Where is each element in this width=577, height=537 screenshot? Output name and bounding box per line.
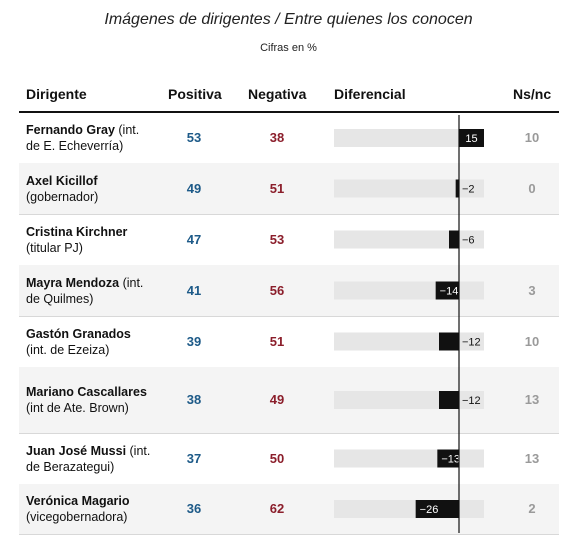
dirigente-name: Fernando Gray (int. de E. Echeverría) [26, 122, 154, 154]
negativa-value: 56 [269, 282, 285, 298]
dirigente-bold-name: Mariano Cascallares [26, 385, 147, 399]
dirigente-detail: (gobernador) [26, 190, 99, 204]
diferencial-track [334, 179, 484, 198]
positiva-value: 41 [186, 282, 202, 298]
negativa-value: 50 [269, 450, 285, 466]
header-diferencial: Diferencial [334, 86, 406, 102]
nsnc-value: 3 [528, 282, 536, 298]
diferencial-track [334, 449, 484, 468]
diferencial-label: 15 [465, 133, 477, 145]
dirigente-name: Juan José Mussi (int. de Berazategui) [26, 443, 154, 475]
dirigente-name: Mariano Cascallares (int de Ate. Brown) [26, 384, 154, 416]
diferencial-label: −6 [462, 235, 475, 247]
dirigente-bold-name: Fernando Gray [26, 123, 115, 137]
negativa-value: 51 [269, 180, 285, 196]
dirigente-bold-name: Cristina Kirchner [26, 225, 128, 239]
positiva-value: 47 [186, 231, 202, 247]
diferencial-label: −12 [462, 337, 481, 349]
positiva-value: 36 [186, 501, 202, 516]
dirigente-detail: (titular PJ) [26, 241, 83, 255]
diferencial-track [334, 500, 484, 518]
dirigente-detail: (int de Ate. Brown) [26, 401, 129, 415]
positiva-value: 53 [186, 130, 202, 145]
diferencial-track [334, 129, 484, 147]
chart-subtitle: Cifras en % [260, 42, 317, 54]
diferencial-bar [439, 332, 459, 351]
header-positiva: Positiva [168, 86, 222, 102]
diferencial-bar [439, 391, 459, 409]
diferencial-label: −14 [440, 286, 459, 298]
diferencial-bar [455, 179, 459, 198]
dirigente-bold-name: Mayra Mendoza [26, 276, 120, 290]
dirigente-name: Mayra Mendoza (int. de Quilmes) [26, 275, 154, 307]
diferencial-bar [459, 129, 484, 147]
nsnc-value: 13 [524, 450, 540, 466]
negativa-value: 51 [269, 333, 285, 349]
dirigente-detail: (vicegobernadora) [26, 510, 128, 524]
positiva-value: 37 [186, 450, 202, 466]
header-nsnc: Ns/nc [513, 86, 552, 102]
dirigente-detail: (int. de Quilmes) [26, 276, 144, 306]
diferencial-bar [449, 230, 459, 249]
dirigente-bold-name: Gastón Granados [26, 327, 131, 341]
diferencial-label: −2 [462, 184, 475, 196]
negativa-value: 62 [269, 501, 285, 516]
header-negativa: Negativa [248, 86, 307, 102]
dirigente-name: Axel Kicillof (gobernador) [26, 173, 154, 205]
nsnc-value: 13 [524, 392, 540, 407]
positiva-value: 39 [186, 333, 202, 349]
dirigente-name: Gastón Granados (int. de Ezeiza) [26, 326, 154, 358]
nsnc-value: 2 [528, 501, 536, 516]
dirigente-detail: (int. de Berazategui) [26, 444, 151, 474]
nsnc-value: 0 [528, 180, 536, 196]
nsnc-value: 10 [524, 333, 540, 349]
dirigente-detail: (int. de E. Echeverría) [26, 123, 140, 153]
negativa-value: 38 [269, 130, 285, 145]
diferencial-track [334, 230, 484, 249]
positiva-value: 49 [186, 180, 202, 196]
diferencial-label: −12 [462, 395, 481, 407]
diferencial-bar [435, 281, 459, 300]
header-rule [19, 111, 559, 113]
dirigente-detail: (int. de Ezeiza) [26, 343, 110, 357]
nsnc-value: 10 [524, 130, 540, 145]
dirigente-name: Cristina Kirchner (titular PJ) [26, 224, 154, 256]
negativa-value: 49 [269, 392, 285, 407]
diferencial-label: −26 [420, 504, 439, 516]
positiva-value: 38 [186, 392, 202, 407]
dirigente-bold-name: Verónica Magario [26, 494, 130, 508]
diferencial-bar [415, 500, 459, 518]
negativa-value: 53 [269, 231, 285, 247]
header-dirigente: Dirigente [26, 86, 87, 102]
dirigente-bold-name: Juan José Mussi [26, 444, 127, 458]
diferencial-track [334, 281, 484, 300]
diferencial-label: −13 [441, 454, 460, 466]
dirigente-name: Verónica Magario (vicegobernadora) [26, 493, 154, 525]
dirigente-bold-name: Axel Kicillof [26, 174, 98, 188]
diferencial-bar [437, 449, 459, 468]
chart-title: Imágenes de dirigentes / Entre quienes l… [104, 11, 473, 28]
